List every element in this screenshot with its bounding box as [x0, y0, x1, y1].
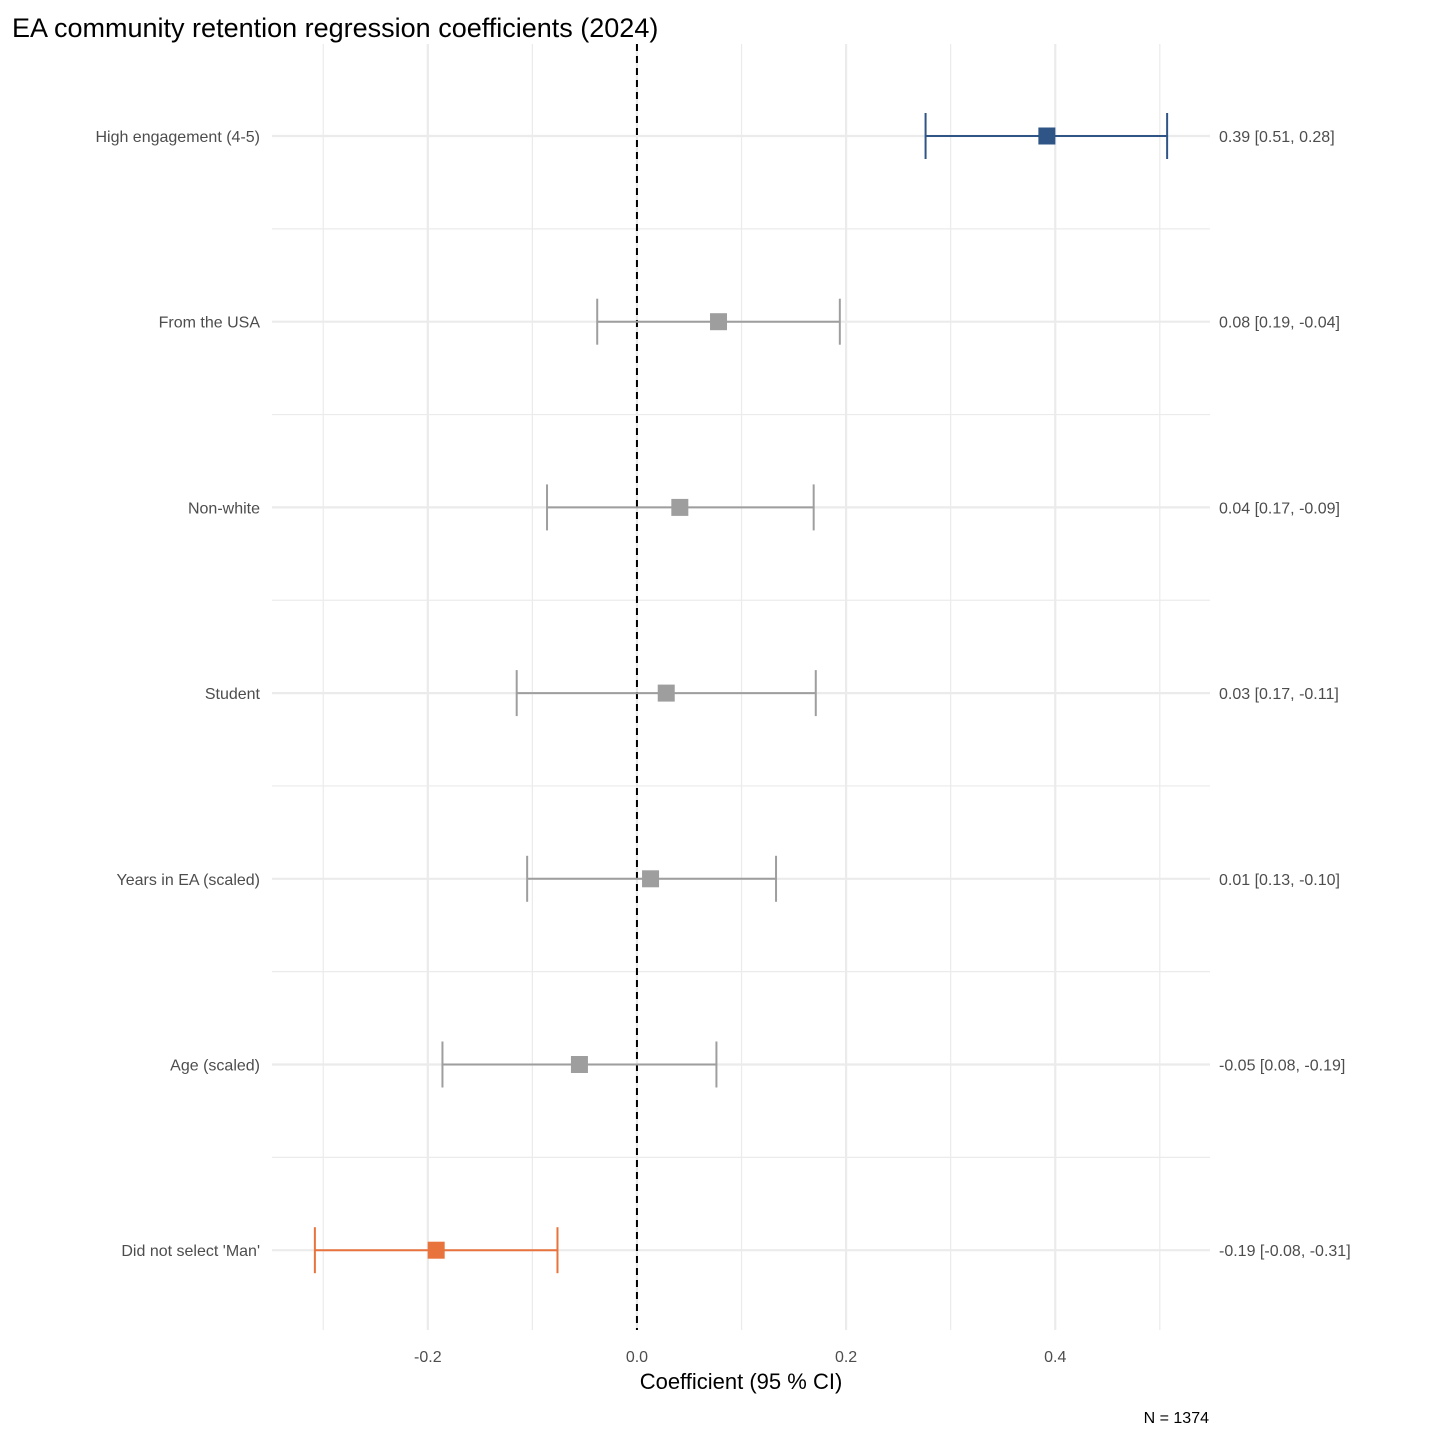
- coefficient-annotation: -0.05 [0.08, -0.19]: [1219, 1058, 1345, 1075]
- coefficient-annotation: 0.39 [0.51, 0.28]: [1219, 129, 1335, 146]
- y-tick-label: Non-white: [188, 500, 260, 517]
- point-estimate: [570, 1056, 588, 1073]
- y-tick-label: High engagement (4-5): [95, 129, 260, 146]
- x-axis-label: Coefficient (95 % CI): [640, 1369, 843, 1394]
- x-tick-label: -0.2: [414, 1349, 442, 1366]
- caption: N = 1374: [1144, 1410, 1209, 1427]
- point-estimate: [642, 870, 660, 888]
- x-tick-label: 0.2: [835, 1349, 857, 1366]
- point-estimate: [710, 313, 728, 331]
- chart-title: EA community retention regression coeffi…: [12, 13, 658, 43]
- coefficient-annotation: 0.08 [0.19, -0.04]: [1219, 315, 1340, 332]
- coefficient-annotation: 0.03 [0.17, -0.11]: [1219, 686, 1339, 703]
- coefficient-annotation: -0.19 [-0.08, -0.31]: [1219, 1243, 1351, 1260]
- x-tick-label: 0.0: [626, 1349, 648, 1366]
- marks: [313, 44, 1169, 1330]
- grid: -0.2 0.0 0.2 0.4 High engagement (4-5) 0.39 […: [95, 44, 1351, 1366]
- y-tick-label: Did not select 'Man': [121, 1243, 260, 1260]
- point-estimate: [1038, 127, 1056, 145]
- coefficient-annotation: 0.01 [0.13, -0.10]: [1219, 872, 1340, 889]
- y-tick-label: Years in EA (scaled): [117, 872, 260, 889]
- point-estimate: [671, 498, 689, 516]
- y-tick-label: Age (scaled): [170, 1058, 260, 1075]
- y-tick-label: Student: [205, 686, 261, 703]
- x-tick-label: 0.4: [1044, 1349, 1066, 1366]
- y-tick-label: From the USA: [159, 315, 261, 332]
- point-estimate: [657, 684, 675, 702]
- coefficient-annotation: 0.04 [0.17, -0.09]: [1219, 500, 1340, 517]
- point-estimate: [427, 1241, 445, 1259]
